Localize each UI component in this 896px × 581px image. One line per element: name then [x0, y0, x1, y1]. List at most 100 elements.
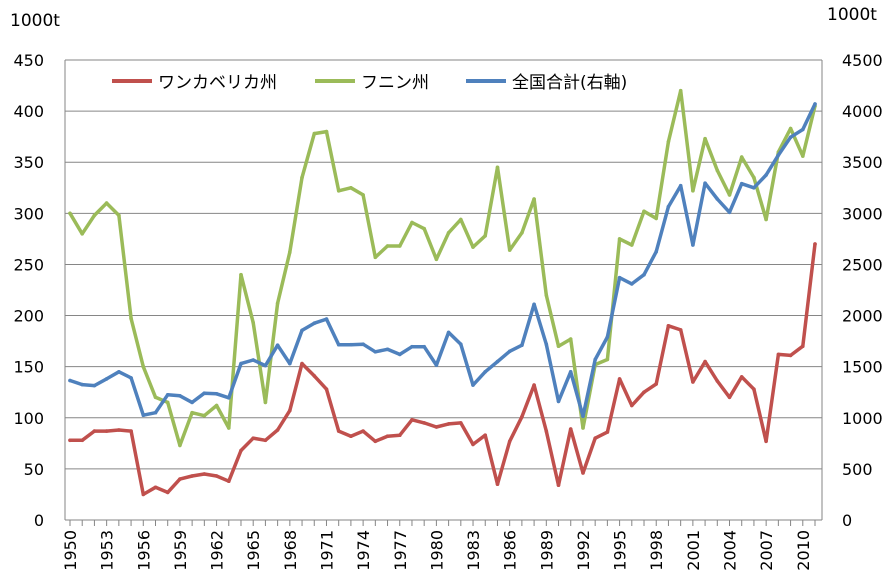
data-point-series-1	[324, 387, 329, 392]
data-point-series-2	[349, 186, 353, 190]
data-point-series-2	[300, 175, 304, 180]
right-y-unit-label: 1000t	[827, 5, 877, 25]
data-point-series-3	[691, 243, 695, 247]
series-lines	[68, 88, 817, 497]
data-point-series-3	[617, 275, 622, 280]
data-point-series-2	[630, 243, 634, 247]
x-tick-label: 1956	[134, 530, 153, 571]
data-point-series-3	[251, 358, 255, 362]
data-point-series-1	[165, 490, 170, 495]
data-point-series-2	[361, 193, 365, 197]
x-tick-label: 2010	[794, 530, 813, 571]
data-point-series-2	[214, 403, 219, 408]
data-point-series-1	[227, 479, 231, 484]
data-point-series-3	[544, 342, 549, 347]
data-point-series-2	[483, 234, 488, 238]
right-y-tick-label: 3000	[842, 204, 883, 223]
left-y-tick-label: 450	[13, 51, 44, 70]
data-point-series-3	[630, 282, 634, 286]
data-point-series-2	[202, 413, 207, 418]
right-y-tick-label: 4000	[842, 102, 883, 121]
data-point-series-1	[617, 377, 622, 381]
data-point-series-1	[556, 483, 561, 488]
left-y-unit-label: 1000t	[10, 11, 60, 31]
data-point-series-3	[324, 317, 329, 321]
data-point-series-2	[471, 245, 475, 249]
data-point-series-3	[68, 378, 72, 383]
data-point-series-1	[459, 421, 463, 425]
data-point-series-1	[178, 477, 182, 481]
x-tick-label: 2001	[684, 530, 703, 571]
data-point-series-1	[605, 430, 610, 434]
data-point-series-1	[202, 472, 207, 476]
data-point-series-2	[251, 320, 255, 325]
data-point-series-1	[630, 403, 634, 408]
data-point-series-1	[703, 359, 707, 364]
data-point-series-1	[80, 438, 84, 443]
x-tick-label: 1980	[427, 530, 446, 571]
data-point-series-2	[801, 154, 805, 158]
x-tick-label: 2007	[757, 530, 776, 571]
data-point-series-3	[422, 344, 427, 349]
data-point-series-1	[801, 344, 805, 349]
data-point-series-2	[275, 301, 280, 306]
data-point-series-2	[459, 217, 463, 222]
right-y-tick-label: 1000	[842, 409, 883, 428]
data-point-series-1	[593, 436, 597, 441]
left-y-tick-label: 0	[34, 511, 44, 530]
data-point-series-2	[117, 213, 121, 218]
data-point-series-1	[361, 429, 365, 433]
data-point-series-3	[642, 272, 646, 277]
data-point-series-1	[398, 433, 402, 438]
data-point-series-3	[385, 347, 390, 352]
data-point-series-2	[520, 231, 524, 235]
right-y-tick-label: 0	[842, 511, 852, 530]
data-point-series-2	[703, 136, 707, 141]
data-point-series-2	[263, 400, 268, 405]
data-point-series-1	[190, 474, 194, 478]
data-point-series-2	[141, 364, 146, 369]
data-point-series-1	[336, 429, 341, 433]
data-point-series-1	[739, 375, 744, 379]
data-point-series-3	[764, 173, 768, 177]
data-point-series-1	[495, 482, 500, 487]
left-y-tick-label: 150	[13, 358, 44, 377]
data-point-series-2	[605, 357, 610, 362]
data-point-series-1	[544, 429, 549, 433]
data-point-series-3	[593, 357, 597, 362]
data-point-series-3	[117, 370, 121, 374]
data-point-series-1	[141, 492, 146, 497]
data-point-series-3	[788, 135, 793, 139]
data-point-series-2	[178, 443, 182, 448]
data-point-series-3	[410, 344, 414, 349]
data-point-series-1	[129, 429, 133, 433]
data-point-series-3	[263, 363, 268, 368]
data-point-series-1	[654, 382, 658, 386]
data-point-series-2	[80, 232, 84, 236]
x-tick-label: 1974	[354, 530, 373, 571]
data-point-series-1	[581, 471, 585, 475]
data-point-series-3	[398, 352, 402, 357]
data-point-series-1	[568, 427, 573, 431]
data-point-series-3	[507, 349, 512, 354]
data-point-series-2	[373, 255, 378, 260]
x-tick-label: 1965	[244, 530, 263, 571]
data-point-series-3	[446, 330, 451, 335]
data-point-series-1	[520, 415, 524, 419]
series-line-1	[68, 242, 817, 497]
data-point-series-2	[666, 140, 671, 144]
data-point-series-2	[288, 250, 292, 254]
data-point-series-3	[568, 370, 573, 374]
data-point-series-1	[434, 425, 439, 429]
data-point-series-3	[666, 204, 671, 209]
data-point-series-2	[385, 244, 390, 248]
data-point-series-2	[715, 168, 720, 173]
data-point-series-2	[434, 257, 439, 262]
left-y-tick-labels: 0 50 100 150 200 250 300 350 400 450	[13, 51, 44, 530]
data-point-series-1	[691, 380, 695, 384]
data-point-series-1	[239, 448, 243, 453]
data-point-series-2	[129, 316, 133, 321]
data-point-series-3	[300, 328, 304, 333]
data-point-series-2	[556, 344, 561, 349]
data-point-series-3	[654, 249, 658, 254]
